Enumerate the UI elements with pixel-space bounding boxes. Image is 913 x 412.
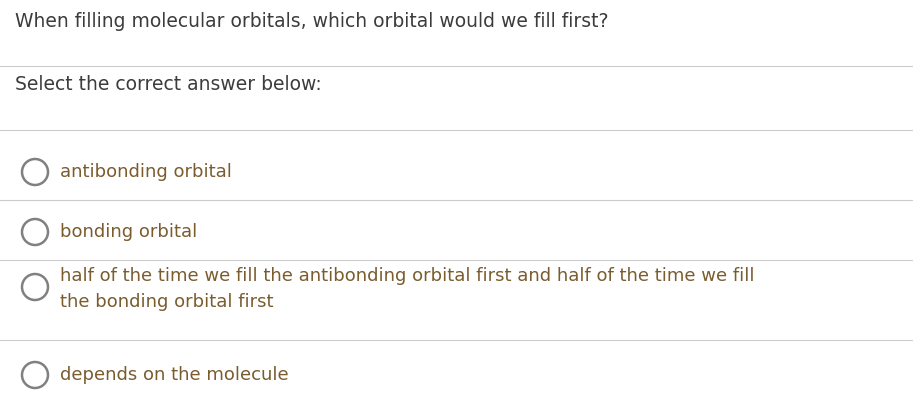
Text: depends on the molecule: depends on the molecule: [60, 366, 289, 384]
Text: bonding orbital: bonding orbital: [60, 223, 197, 241]
Text: When filling molecular orbitals, which orbital would we fill first?: When filling molecular orbitals, which o…: [15, 12, 608, 31]
Text: half of the time we fill the antibonding orbital first and half of the time we f: half of the time we fill the antibonding…: [60, 267, 754, 311]
Text: antibonding orbital: antibonding orbital: [60, 163, 232, 181]
Text: Select the correct answer below:: Select the correct answer below:: [15, 75, 321, 94]
